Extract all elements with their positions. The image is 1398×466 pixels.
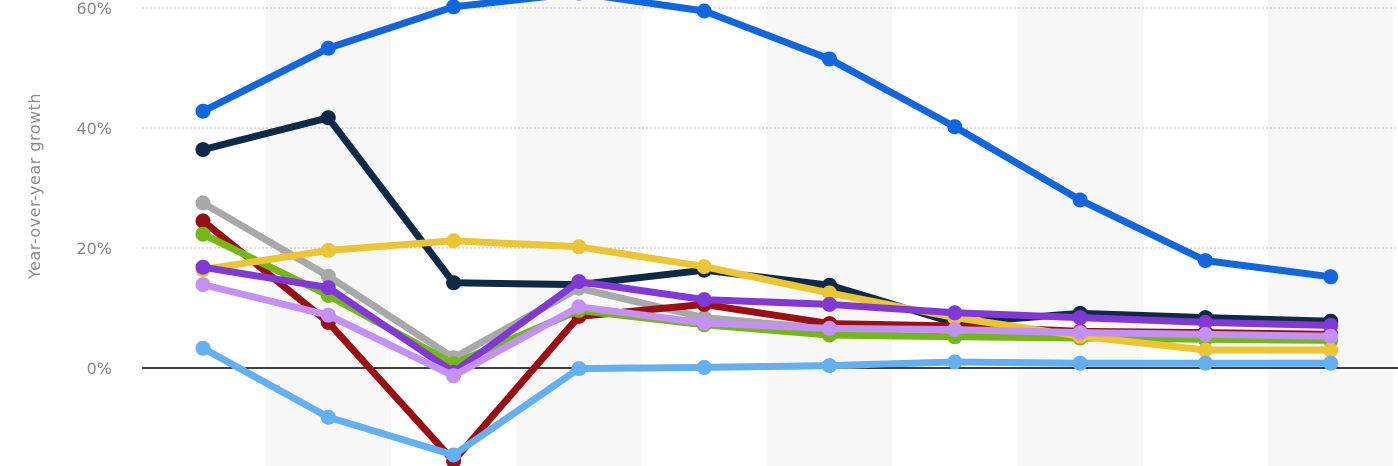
data-point[interactable] xyxy=(696,3,712,19)
background-band xyxy=(1268,0,1394,466)
data-point[interactable] xyxy=(446,447,462,463)
data-point[interactable] xyxy=(1323,342,1339,358)
data-point[interactable] xyxy=(320,242,336,258)
data-point[interactable] xyxy=(320,409,336,425)
y-tick-label: 60% xyxy=(76,0,112,18)
data-point[interactable] xyxy=(1197,342,1213,358)
data-point[interactable] xyxy=(195,195,211,211)
series-1 xyxy=(195,0,1339,285)
data-point[interactable] xyxy=(822,285,837,301)
series-line xyxy=(199,344,1335,459)
series-line xyxy=(199,237,1335,354)
data-point[interactable] xyxy=(696,315,712,331)
data-point[interactable] xyxy=(571,0,586,1)
background-band xyxy=(1017,0,1143,466)
data-point[interactable] xyxy=(195,226,211,242)
series-line xyxy=(199,0,1335,281)
data-point[interactable] xyxy=(1072,355,1088,371)
data-point[interactable] xyxy=(195,277,211,293)
series-6 xyxy=(195,233,1339,358)
data-point[interactable] xyxy=(1072,192,1088,208)
series-line xyxy=(199,281,1335,380)
alternating-bands xyxy=(265,0,1394,466)
data-point[interactable] xyxy=(571,361,587,377)
data-point[interactable] xyxy=(571,299,587,315)
background-band xyxy=(265,0,391,466)
series-line xyxy=(199,263,1335,376)
y-axis-ticks: 0% 20% 40% 60% xyxy=(76,0,112,378)
y-tick-label: 20% xyxy=(76,239,112,258)
data-point[interactable] xyxy=(571,274,587,290)
data-point[interactable] xyxy=(822,358,837,374)
data-point[interactable] xyxy=(1197,253,1213,269)
data-point[interactable] xyxy=(822,320,837,336)
data-point[interactable] xyxy=(571,239,587,255)
data-point[interactable] xyxy=(195,259,211,275)
data-point[interactable] xyxy=(947,305,963,321)
data-point[interactable] xyxy=(1197,314,1213,330)
series-group xyxy=(195,0,1339,466)
data-point[interactable] xyxy=(696,292,712,308)
series-8 xyxy=(195,277,1339,384)
data-point[interactable] xyxy=(696,259,712,275)
data-point[interactable] xyxy=(446,233,462,249)
data-point[interactable] xyxy=(195,213,211,229)
data-point[interactable] xyxy=(822,51,837,67)
data-point[interactable] xyxy=(1072,310,1088,326)
data-point[interactable] xyxy=(320,40,336,56)
data-point[interactable] xyxy=(1323,317,1339,333)
data-point[interactable] xyxy=(1197,355,1213,371)
data-point[interactable] xyxy=(320,280,336,296)
data-point[interactable] xyxy=(947,354,963,370)
data-point[interactable] xyxy=(320,110,336,126)
data-point[interactable] xyxy=(1197,326,1213,342)
background-band xyxy=(766,0,893,466)
data-point[interactable] xyxy=(446,368,462,384)
y-tick-label: 0% xyxy=(87,359,112,378)
data-point[interactable] xyxy=(947,119,963,135)
background-band xyxy=(516,0,642,466)
data-point[interactable] xyxy=(696,359,712,375)
data-point[interactable] xyxy=(822,296,837,312)
data-point[interactable] xyxy=(1323,269,1339,285)
data-point[interactable] xyxy=(1072,325,1088,341)
data-point[interactable] xyxy=(446,0,462,15)
data-point[interactable] xyxy=(1323,328,1339,344)
data-point[interactable] xyxy=(1323,355,1339,371)
data-point[interactable] xyxy=(195,340,211,356)
data-point[interactable] xyxy=(320,307,336,323)
y-axis-title: Year-over-year growth xyxy=(25,93,44,280)
data-point[interactable] xyxy=(947,322,963,338)
series-9 xyxy=(195,340,1339,463)
data-point[interactable] xyxy=(195,142,211,158)
data-point[interactable] xyxy=(446,275,462,291)
y-tick-label: 40% xyxy=(76,119,112,138)
data-point[interactable] xyxy=(320,268,336,284)
data-point[interactable] xyxy=(195,103,211,119)
